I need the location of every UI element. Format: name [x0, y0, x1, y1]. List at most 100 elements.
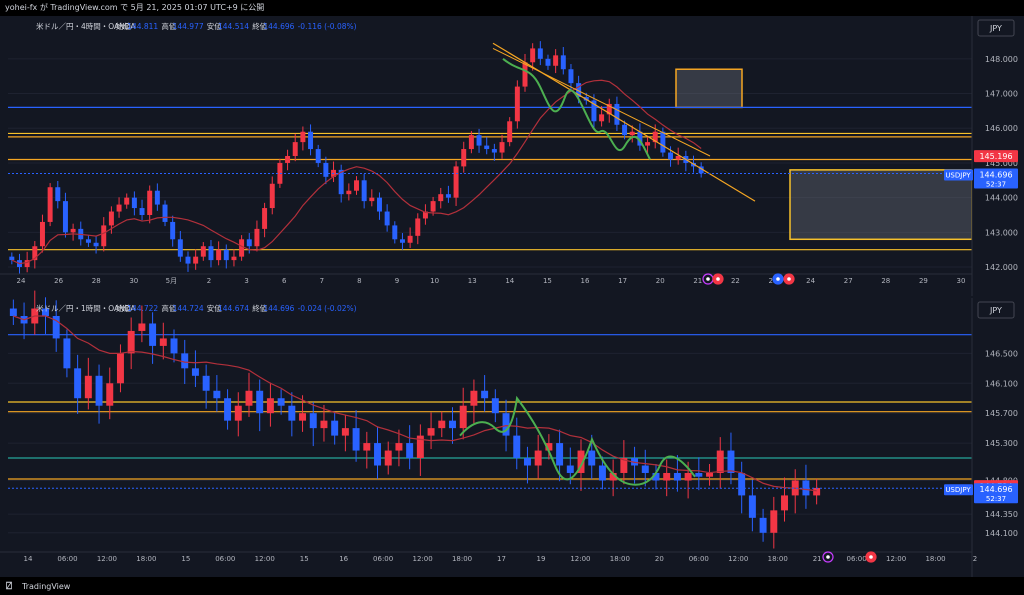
y-tick-label: 145.300	[985, 439, 1018, 448]
candle-body	[631, 458, 639, 466]
candle-body	[95, 375, 103, 406]
last-price-label: 144.696	[979, 485, 1012, 494]
candle-body	[695, 472, 703, 477]
legend-change: -0.116 (-0.08%)	[298, 22, 357, 31]
candle-body	[181, 353, 189, 369]
candle-body	[55, 187, 61, 202]
candle-body	[675, 156, 681, 160]
legend-change: -0.024 (-0.02%)	[298, 304, 357, 313]
candle-body	[502, 413, 510, 436]
candle-body	[660, 131, 666, 153]
candle-body	[534, 450, 542, 466]
x-tick-label: 3	[244, 277, 248, 285]
candle-body	[320, 420, 328, 429]
candle-body	[101, 225, 107, 247]
candle-body	[415, 218, 421, 236]
candle-body	[9, 308, 17, 316]
x-tick-label: 18:00	[452, 555, 472, 563]
candle-body	[430, 201, 436, 212]
legend-symbol: 米ドル／円・4時間・OANDA	[36, 21, 136, 31]
candle-body	[361, 180, 367, 202]
tradingview-logo-icon[interactable]: ⍁	[6, 581, 12, 592]
candle-body	[609, 472, 617, 481]
x-tick-label: 2	[207, 277, 211, 285]
symbol-tag-badge	[944, 484, 973, 496]
x-tick-label: 17	[497, 555, 506, 563]
x-tick-label: 12:00	[97, 555, 117, 563]
candle-body	[422, 211, 428, 219]
x-tick-label: 29	[919, 277, 928, 285]
candle-body	[770, 510, 778, 533]
symbol-tag-badge	[944, 169, 973, 181]
x-tick-label: 18:00	[610, 555, 630, 563]
candle-body	[622, 124, 628, 136]
x-tick-label: 06:00	[847, 555, 867, 563]
candle-body	[507, 121, 513, 143]
y-tick-label: 147.000	[985, 90, 1018, 99]
x-tick-label: 26	[54, 277, 63, 285]
candle-body	[341, 428, 349, 436]
candle-body	[315, 149, 321, 163]
candle-body	[376, 197, 382, 212]
candle-body	[149, 323, 157, 346]
currency-button[interactable]	[977, 301, 1015, 319]
candle-body	[363, 443, 371, 451]
candle-body	[245, 390, 253, 406]
marker-price-badge	[974, 150, 1018, 163]
x-tick-label: 24	[17, 277, 26, 285]
x-tick-label: 12:00	[728, 555, 748, 563]
candle-body	[491, 398, 499, 414]
candle-body	[427, 428, 435, 436]
candle-body	[162, 204, 168, 222]
candle-body	[484, 145, 490, 150]
candle-body	[445, 194, 451, 198]
x-tick-label: 21	[813, 555, 822, 563]
candle-body	[641, 465, 649, 473]
candle-body	[47, 187, 53, 222]
candle-body	[185, 256, 191, 264]
x-tick-label: 15	[543, 277, 552, 285]
candle-body	[277, 398, 285, 406]
candle-body	[553, 55, 559, 66]
x-tick-label: 13	[468, 277, 477, 285]
symbol-tag-label: USDJPY	[945, 486, 971, 494]
candle-body	[170, 338, 178, 354]
x-tick-label: 28	[92, 277, 101, 285]
x-tick-label: 18:00	[925, 555, 945, 563]
x-tick-label: 20	[656, 277, 665, 285]
candle-body	[698, 166, 704, 174]
legend-o_label: 始値	[116, 303, 131, 313]
legend-l: 144.514	[218, 22, 249, 31]
candle-body	[406, 443, 414, 459]
candle-body	[598, 465, 606, 481]
x-tick-label: 5月	[166, 277, 177, 285]
last-price-badge	[974, 483, 1018, 504]
last-price-badge	[974, 168, 1018, 189]
x-tick-label: 19	[536, 555, 545, 563]
x-tick-label: 15	[181, 555, 190, 563]
candle-body	[84, 375, 92, 399]
currency-label: JPY	[989, 306, 1002, 315]
candle-body	[277, 162, 283, 184]
moving-average-line	[13, 315, 817, 492]
brand-label[interactable]: TradingView	[22, 582, 71, 591]
candle-body	[116, 353, 124, 384]
candle-body	[202, 375, 210, 391]
currency-button[interactable]	[977, 19, 1015, 37]
candle-body	[292, 142, 298, 156]
x-tick-label: 9	[395, 277, 399, 285]
candle-body	[213, 390, 221, 399]
candle-body	[269, 183, 275, 209]
candle-body	[70, 228, 76, 233]
x-tick-label: 12:00	[886, 555, 906, 563]
x-tick-label: 22	[731, 277, 740, 285]
candle-body	[74, 368, 82, 399]
marker-price-label: 145.196	[979, 152, 1012, 161]
x-tick-label: 06:00	[689, 555, 709, 563]
x-tick-label: 16	[339, 555, 348, 563]
candle-body	[52, 316, 60, 339]
candle-body	[85, 239, 91, 243]
x-tick-label: 18:00	[768, 555, 788, 563]
chart-canvas[interactable]: 148.000 147.000 146.000 145.000 144.000 143.0…	[0, 16, 1024, 577]
candle-body	[545, 58, 551, 66]
